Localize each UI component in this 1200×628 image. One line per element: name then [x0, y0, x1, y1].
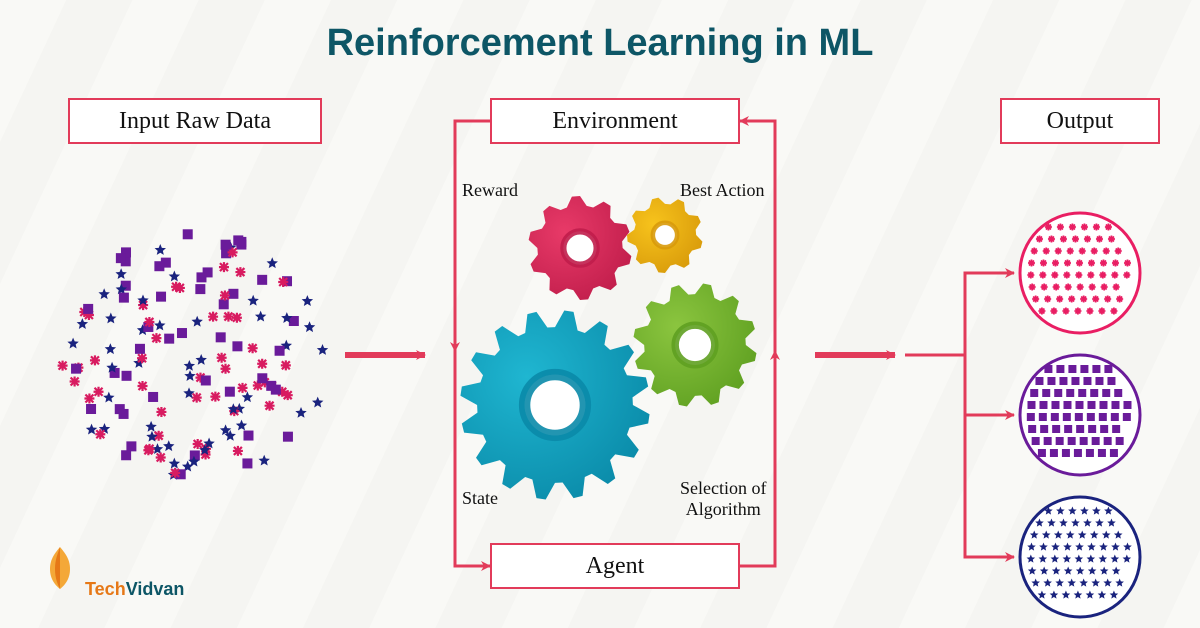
selection-line2: Algorithm: [686, 499, 761, 519]
brand-logo: TechVidvan: [40, 545, 184, 600]
diagram-container: Reinforcement Learning in ML Input Raw D…: [0, 0, 1200, 628]
selection-label: Selection of Algorithm: [680, 478, 766, 520]
selection-line1: Selection of: [680, 478, 766, 498]
logo-icon: [40, 545, 80, 591]
diagram-svg: [0, 0, 1200, 628]
brand-part2: Vidvan: [126, 579, 185, 599]
output-box: Output: [1000, 98, 1160, 144]
page-title: Reinforcement Learning in ML: [0, 0, 1200, 65]
input-box: Input Raw Data: [68, 98, 322, 144]
state-label: State: [462, 488, 498, 509]
agent-box: Agent: [490, 543, 740, 589]
environment-box: Environment: [490, 98, 740, 144]
brand-part1: Tech: [85, 579, 126, 599]
best-action-label: Best Action: [680, 180, 765, 201]
reward-label: Reward: [462, 180, 518, 201]
